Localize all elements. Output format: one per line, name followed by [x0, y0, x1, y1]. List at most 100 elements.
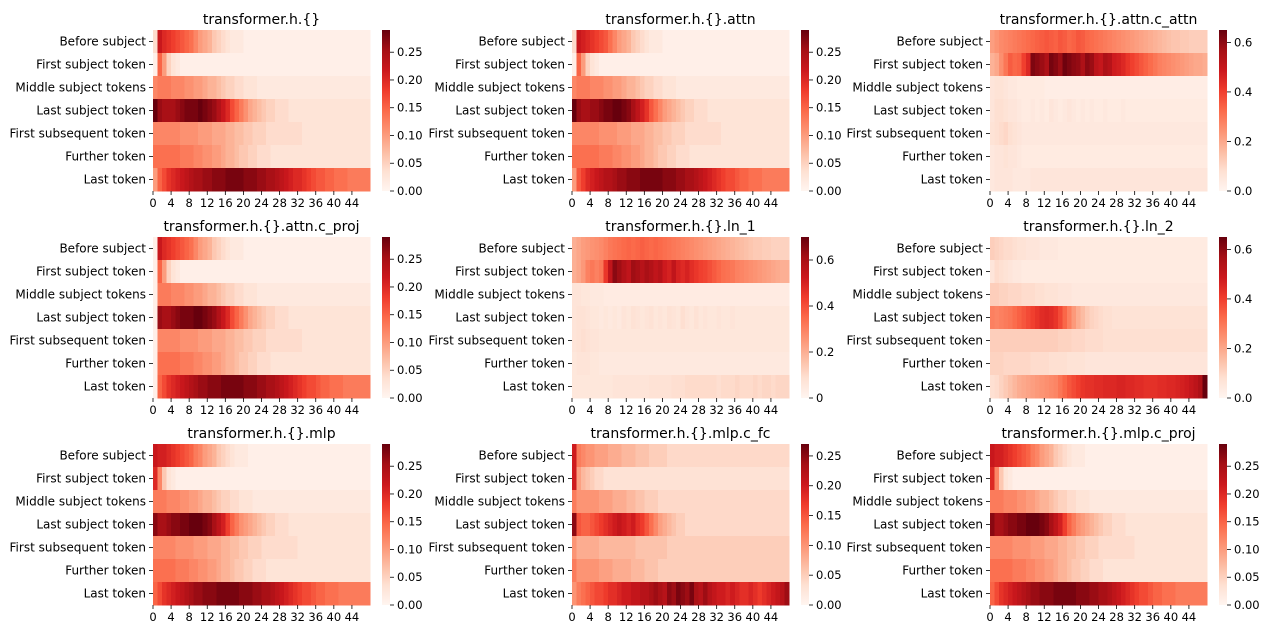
- heatmap-cell: [757, 53, 763, 77]
- heatmap-cell: [1116, 168, 1122, 192]
- heatmap-cell: [1170, 352, 1176, 376]
- heatmap-cell: [189, 283, 195, 307]
- heatmap-cell: [1197, 352, 1203, 376]
- heatmap-cell: [1021, 467, 1027, 491]
- heatmap-cell: [581, 375, 586, 399]
- heatmap-cell: [757, 30, 763, 54]
- heatmap-cell: [1026, 513, 1032, 537]
- heatmap-cell: [234, 444, 240, 468]
- heatmap-cell: [716, 444, 722, 468]
- heatmap-cell: [770, 99, 776, 123]
- heatmap-cell: [229, 122, 235, 146]
- heatmap-cell: [662, 237, 668, 261]
- heatmap-cell: [675, 352, 681, 376]
- heatmap-cell: [585, 444, 591, 468]
- heatmap-cell: [193, 122, 199, 146]
- heatmap-cell: [1193, 582, 1199, 606]
- heatmap-cell: [617, 283, 623, 307]
- heatmap-cell: [247, 145, 253, 169]
- heatmap-cell: [680, 536, 686, 560]
- heatmap-cell: [270, 444, 276, 468]
- heatmap-cell: [1170, 467, 1176, 491]
- heatmap-cell: [1161, 53, 1167, 77]
- heatmap-cell: [234, 99, 240, 123]
- heatmap-cell: [644, 122, 650, 146]
- heatmap-cell: [342, 582, 348, 606]
- heatmap-cell: [657, 168, 663, 192]
- heatmap-cell: [306, 490, 312, 514]
- heatmap-cell: [608, 490, 614, 514]
- heatmap-cell: [1148, 99, 1154, 123]
- heatmap-cell: [1148, 329, 1154, 353]
- heatmap-cell: [1071, 53, 1077, 77]
- heatmap-cell: [270, 237, 276, 261]
- heatmap-cell: [1197, 30, 1203, 54]
- heatmap-cell: [365, 260, 371, 284]
- heatmap-cell: [671, 145, 677, 169]
- heatmap-cell: [576, 467, 582, 491]
- heatmap-cell: [1008, 582, 1013, 606]
- heatmap-cell: [770, 375, 776, 399]
- heatmap-cell: [698, 168, 704, 192]
- x-tick-label: 12: [619, 403, 634, 417]
- heatmap-cell: [216, 76, 222, 100]
- x-tick-label: 4: [1004, 403, 1011, 417]
- heatmap-cell: [721, 536, 727, 560]
- heatmap-cell: [990, 53, 995, 77]
- heatmap-cell: [1008, 559, 1013, 583]
- heatmap-cell: [1202, 329, 1208, 353]
- heatmap-cell: [748, 237, 754, 261]
- heatmap-cell: [752, 122, 758, 146]
- heatmap-cell: [153, 30, 158, 54]
- heatmap-cell: [225, 168, 231, 192]
- heatmap-cell: [171, 444, 176, 468]
- heatmap-cell: [1003, 513, 1009, 537]
- heatmap-cell: [184, 375, 190, 399]
- heatmap-cell: [157, 490, 163, 514]
- heatmap-cell: [270, 306, 276, 330]
- heatmap-cell: [576, 329, 582, 353]
- heatmap-cell: [1035, 352, 1041, 376]
- heatmap-cell: [712, 582, 718, 606]
- heatmap-cell: [1057, 145, 1063, 169]
- heatmap-cell: [1175, 536, 1181, 560]
- heatmap-cell: [275, 53, 280, 77]
- heatmap-cell: [211, 306, 217, 330]
- heatmap-cell: [1098, 260, 1104, 284]
- heatmap-cell: [1089, 168, 1095, 192]
- heatmap-cell: [653, 467, 659, 491]
- heatmap-cell: [1053, 536, 1059, 560]
- heatmap-cell: [1021, 536, 1027, 560]
- heatmap-cell: [1107, 375, 1113, 399]
- x-tick-label: 12: [200, 196, 215, 210]
- row-label: Last subject token: [455, 311, 565, 325]
- heatmap-cell: [311, 30, 317, 54]
- heatmap-cell: [175, 444, 181, 468]
- heatmap-cell: [635, 306, 641, 330]
- heatmap-cell: [1143, 444, 1149, 468]
- heatmap-cell: [698, 237, 704, 261]
- colorbar-tick-label: 0.15: [816, 101, 842, 115]
- heatmap-cell: [775, 237, 781, 261]
- heatmap-cell: [1130, 283, 1136, 307]
- heatmap-cell: [1098, 513, 1104, 537]
- heatmap-cell: [1112, 306, 1117, 330]
- heatmap-cell: [739, 260, 745, 284]
- heatmap-cell: [193, 237, 199, 261]
- heatmap-cell: [1103, 559, 1108, 583]
- heatmap-cell: [653, 76, 659, 100]
- heatmap-cell: [180, 168, 185, 192]
- heatmap-cell: [1166, 168, 1172, 192]
- heatmap-cell: [612, 53, 618, 77]
- heatmap-cell: [1035, 53, 1041, 77]
- heatmap-cell: [1089, 260, 1095, 284]
- heatmap-cell: [585, 283, 591, 307]
- heatmap-cell: [653, 582, 659, 606]
- heatmap-cell: [1089, 490, 1095, 514]
- heatmap-cell: [1084, 444, 1090, 468]
- heatmap-cell: [599, 30, 604, 54]
- heatmap-cell: [594, 168, 600, 192]
- heatmap-cell: [581, 467, 586, 491]
